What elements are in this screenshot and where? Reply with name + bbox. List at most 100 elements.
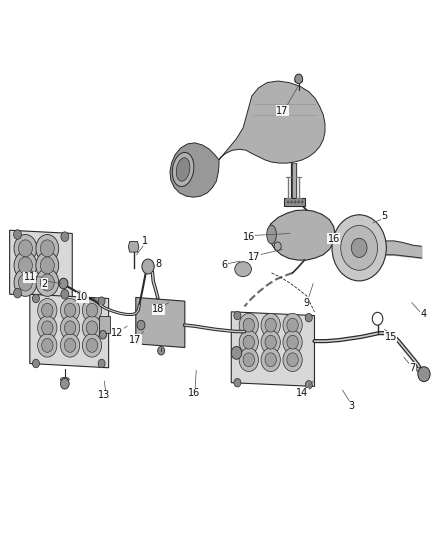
Text: 14: 14 (296, 389, 308, 398)
Text: 9: 9 (304, 298, 310, 308)
Circle shape (42, 303, 53, 317)
Polygon shape (10, 230, 72, 297)
Circle shape (42, 338, 53, 352)
Text: 5: 5 (381, 211, 388, 221)
Circle shape (234, 311, 241, 320)
Circle shape (294, 200, 297, 204)
Circle shape (305, 313, 312, 322)
Circle shape (38, 316, 57, 340)
Text: 17: 17 (248, 252, 260, 262)
Circle shape (231, 346, 242, 359)
Circle shape (86, 338, 98, 352)
Text: 3: 3 (348, 401, 354, 411)
Text: 17: 17 (129, 335, 141, 345)
Circle shape (239, 330, 258, 354)
Circle shape (40, 274, 54, 291)
Ellipse shape (60, 377, 69, 382)
Circle shape (287, 200, 290, 204)
Circle shape (98, 297, 105, 305)
Circle shape (372, 312, 383, 325)
Circle shape (351, 238, 367, 257)
Circle shape (137, 320, 145, 330)
Ellipse shape (416, 367, 425, 374)
Circle shape (332, 215, 386, 281)
Text: 4: 4 (421, 310, 427, 319)
Text: 6: 6 (221, 261, 227, 270)
Circle shape (60, 316, 80, 340)
Text: 11: 11 (24, 272, 36, 282)
Polygon shape (268, 210, 335, 260)
Text: 8: 8 (155, 259, 162, 269)
Text: 2: 2 (42, 279, 48, 288)
Ellipse shape (295, 79, 303, 83)
Circle shape (60, 334, 80, 357)
Polygon shape (128, 241, 139, 252)
Text: 17: 17 (276, 106, 289, 116)
Polygon shape (136, 297, 185, 348)
Circle shape (287, 353, 298, 367)
Circle shape (418, 367, 430, 382)
Circle shape (283, 313, 302, 337)
Circle shape (341, 225, 378, 270)
Text: 16: 16 (328, 234, 340, 244)
Circle shape (265, 318, 276, 332)
Circle shape (243, 353, 254, 367)
Circle shape (18, 240, 32, 257)
Ellipse shape (267, 225, 276, 244)
FancyBboxPatch shape (284, 198, 305, 206)
Circle shape (305, 381, 312, 389)
Circle shape (290, 200, 293, 204)
Circle shape (18, 257, 32, 274)
Circle shape (32, 359, 39, 368)
Circle shape (82, 334, 102, 357)
Circle shape (265, 353, 276, 367)
Text: 16: 16 (243, 232, 255, 242)
Polygon shape (30, 294, 109, 368)
Circle shape (243, 318, 254, 332)
Circle shape (287, 318, 298, 332)
Circle shape (40, 240, 54, 257)
Circle shape (61, 232, 69, 241)
Text: 1: 1 (141, 236, 148, 246)
Circle shape (283, 330, 302, 354)
Text: 15: 15 (385, 332, 397, 342)
Circle shape (243, 335, 254, 349)
Circle shape (142, 259, 154, 274)
Circle shape (158, 346, 165, 355)
Circle shape (64, 338, 76, 352)
Circle shape (32, 294, 39, 303)
Circle shape (36, 252, 59, 279)
Circle shape (14, 269, 37, 296)
Circle shape (239, 348, 258, 372)
Circle shape (82, 298, 102, 322)
Circle shape (86, 321, 98, 335)
Circle shape (261, 313, 280, 337)
Circle shape (261, 348, 280, 372)
Circle shape (86, 303, 98, 317)
Circle shape (38, 334, 57, 357)
Circle shape (234, 378, 241, 387)
Ellipse shape (176, 158, 190, 181)
Circle shape (60, 298, 80, 322)
Circle shape (283, 348, 302, 372)
Text: 12: 12 (111, 328, 124, 338)
Ellipse shape (235, 262, 251, 277)
Circle shape (99, 330, 106, 339)
Circle shape (287, 335, 298, 349)
Circle shape (239, 313, 258, 337)
Circle shape (261, 330, 280, 354)
Polygon shape (231, 312, 314, 386)
Circle shape (295, 74, 303, 84)
Circle shape (98, 359, 105, 368)
Circle shape (60, 378, 69, 389)
Polygon shape (170, 143, 219, 197)
Circle shape (14, 235, 37, 262)
Circle shape (14, 288, 21, 298)
Text: 10: 10 (76, 293, 88, 302)
Text: 7: 7 (410, 363, 416, 373)
Circle shape (64, 321, 76, 335)
Circle shape (42, 321, 53, 335)
Text: 13: 13 (98, 391, 110, 400)
Circle shape (14, 230, 21, 239)
Circle shape (40, 257, 54, 274)
